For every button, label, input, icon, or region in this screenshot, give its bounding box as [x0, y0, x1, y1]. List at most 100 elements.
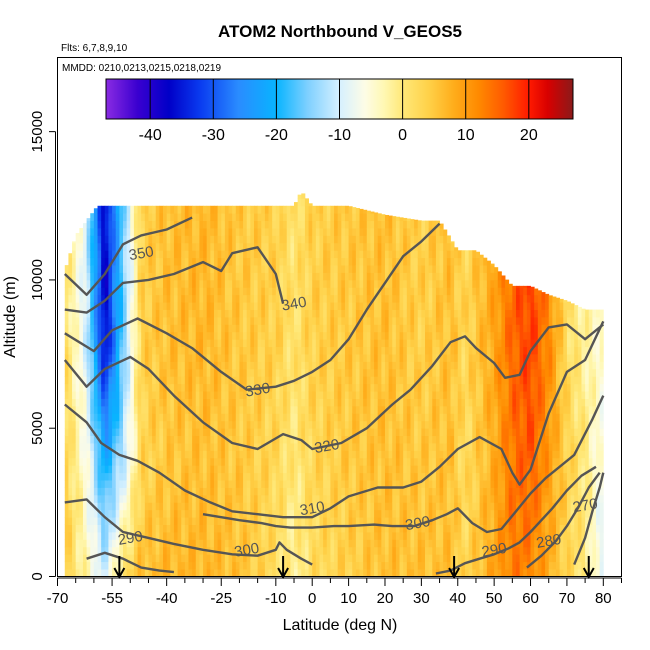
- heatmap-cell: [341, 265, 346, 273]
- heatmap-cell: [370, 435, 375, 444]
- heatmap-cell: [126, 361, 131, 370]
- heatmap-cell: [392, 539, 397, 548]
- heatmap-cell: [232, 220, 237, 229]
- heatmap-cell: [181, 383, 186, 392]
- heatmap-cell: [68, 253, 73, 259]
- heatmap-cell: [217, 443, 222, 451]
- heatmap-cell: [403, 217, 408, 222]
- heatmap-cell: [410, 472, 415, 481]
- heatmap-cell: [72, 287, 77, 296]
- heatmap-cell: [275, 465, 280, 474]
- heatmap-cell: [137, 376, 142, 385]
- heatmap-cell: [192, 494, 197, 503]
- heatmap-cell: [195, 228, 200, 236]
- heatmap-cell: [130, 405, 135, 414]
- heatmap-cell: [304, 509, 309, 518]
- heatmap-cell: [112, 279, 117, 288]
- heatmap-cell: [130, 279, 135, 288]
- heatmap-cell: [337, 302, 342, 310]
- heatmap-cell: [374, 287, 379, 296]
- heatmap-cell: [406, 354, 411, 362]
- heatmap-cell: [253, 569, 259, 577]
- heatmap-cell: [294, 539, 299, 548]
- heatmap-cell: [246, 398, 251, 407]
- heatmap-cell: [199, 502, 204, 511]
- heatmap-cell: [79, 569, 84, 577]
- heatmap-cell: [315, 228, 320, 236]
- heatmap-cell: [330, 428, 335, 437]
- heatmap-cell: [93, 383, 98, 392]
- heatmap-cell: [159, 265, 164, 273]
- heatmap-cell: [392, 457, 397, 466]
- heatmap-cell: [381, 524, 386, 533]
- heatmap-cell: [217, 317, 222, 325]
- heatmap-cell: [294, 309, 299, 318]
- heatmap-cell: [337, 235, 342, 244]
- heatmap-cell: [370, 443, 375, 451]
- heatmap-cell: [297, 194, 302, 199]
- heatmap-cell: [213, 413, 218, 422]
- heatmap-cell: [163, 428, 168, 437]
- heatmap-cell: [410, 398, 415, 407]
- heatmap-cell: [425, 494, 430, 503]
- heatmap-cell: [243, 242, 248, 251]
- heatmap-cell: [239, 569, 244, 577]
- heatmap-cell: [170, 361, 175, 370]
- heatmap-cell: [199, 413, 204, 422]
- heatmap-cell: [93, 428, 98, 437]
- heatmap-cell: [144, 279, 149, 288]
- heatmap-cell: [355, 265, 360, 273]
- heatmap-cell: [195, 279, 200, 288]
- heatmap-cell: [126, 257, 131, 266]
- heatmap-cell: [148, 317, 153, 325]
- heatmap-cell: [257, 391, 262, 399]
- heatmap-cell: [283, 279, 288, 288]
- heatmap-cell: [392, 383, 397, 392]
- heatmap-cell: [257, 287, 262, 296]
- heatmap-cell: [417, 317, 422, 325]
- heatmap-cell: [72, 465, 77, 474]
- heatmap-cell: [326, 376, 331, 385]
- heatmap-cell: [275, 450, 280, 459]
- heatmap-cell: [253, 494, 259, 503]
- heatmap-cell: [308, 472, 313, 481]
- heatmap-cell: [173, 561, 178, 570]
- heatmap-cell: [217, 339, 222, 348]
- heatmap-cell: [406, 457, 411, 466]
- heatmap-cell: [370, 532, 375, 540]
- heatmap-cell: [319, 368, 324, 377]
- heatmap-cell: [82, 532, 88, 540]
- heatmap-cell: [395, 368, 400, 377]
- heatmap-cell: [257, 398, 262, 407]
- heatmap-cell: [359, 228, 364, 236]
- heatmap-cell: [243, 317, 248, 325]
- heatmap-cell: [370, 413, 375, 422]
- heatmap-cell: [133, 502, 138, 511]
- heatmap-cell: [152, 524, 157, 533]
- heatmap-cell: [173, 391, 178, 399]
- heatmap-cell: [301, 398, 306, 407]
- heatmap-cell: [217, 368, 222, 377]
- heatmap-cell: [75, 391, 80, 399]
- heatmap-cell: [308, 428, 313, 437]
- heatmap-cell: [184, 339, 189, 348]
- heatmap-cell: [210, 383, 215, 392]
- heatmap-cell: [163, 457, 168, 466]
- heatmap-cell: [126, 480, 131, 488]
- heatmap-cell: [115, 220, 120, 229]
- heatmap-cell: [75, 405, 80, 414]
- heatmap-cell: [250, 205, 255, 214]
- heatmap-cell: [184, 368, 189, 377]
- heatmap-cell: [264, 509, 269, 518]
- heatmap-cell: [283, 213, 288, 222]
- heatmap-cell: [268, 324, 273, 333]
- heatmap-cell: [104, 242, 109, 251]
- heatmap-cell: [384, 398, 390, 407]
- heatmap-cell: [294, 532, 299, 540]
- heatmap-cell: [323, 272, 328, 281]
- heatmap-cell: [308, 309, 313, 318]
- heatmap-cell: [72, 346, 77, 355]
- heatmap-cell: [384, 346, 390, 355]
- heatmap-cell: [392, 228, 397, 236]
- heatmap-cell: [217, 398, 222, 407]
